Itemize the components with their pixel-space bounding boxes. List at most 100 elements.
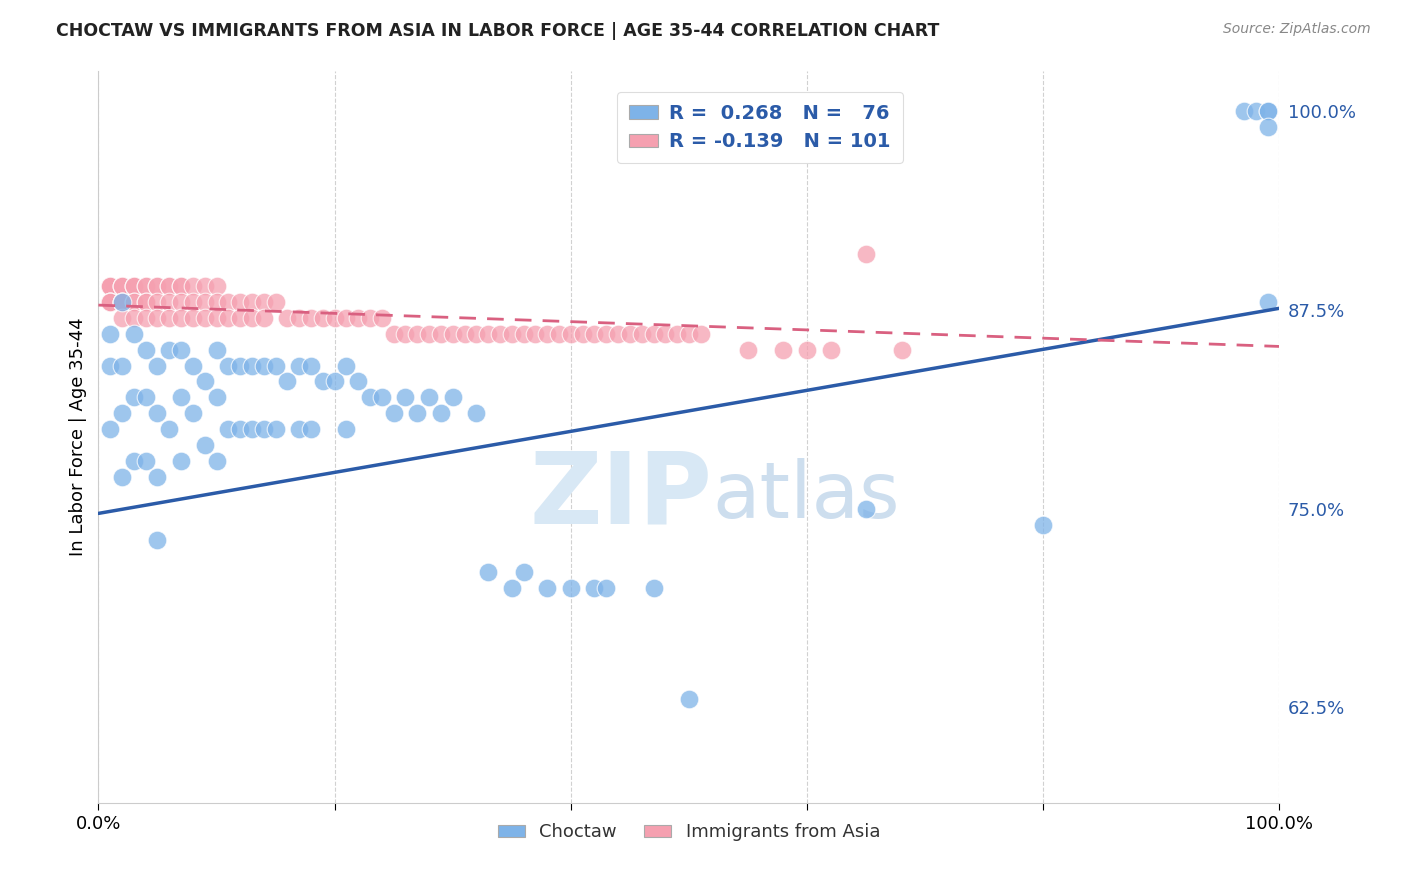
Point bbox=[607, 326, 630, 341]
Point bbox=[820, 343, 842, 357]
Point bbox=[1257, 104, 1279, 119]
Point bbox=[347, 375, 370, 389]
Point bbox=[146, 533, 169, 548]
Point bbox=[1233, 104, 1256, 119]
Point bbox=[855, 247, 877, 261]
Point bbox=[253, 422, 276, 436]
Point bbox=[98, 326, 121, 341]
Point bbox=[264, 294, 287, 309]
Point bbox=[441, 326, 464, 341]
Point bbox=[135, 454, 157, 468]
Point bbox=[288, 310, 311, 325]
Point bbox=[194, 294, 217, 309]
Point bbox=[418, 326, 440, 341]
Point bbox=[240, 422, 263, 436]
Point bbox=[571, 326, 593, 341]
Point bbox=[323, 310, 346, 325]
Point bbox=[122, 390, 145, 404]
Point bbox=[194, 438, 217, 452]
Point bbox=[299, 422, 322, 436]
Point bbox=[477, 566, 499, 580]
Point bbox=[288, 359, 311, 373]
Point bbox=[382, 406, 405, 420]
Point bbox=[1257, 104, 1279, 119]
Point bbox=[98, 279, 121, 293]
Point bbox=[111, 406, 134, 420]
Point bbox=[253, 310, 276, 325]
Point bbox=[170, 279, 193, 293]
Point bbox=[796, 343, 818, 357]
Point bbox=[135, 294, 157, 309]
Point bbox=[111, 294, 134, 309]
Point bbox=[536, 581, 558, 595]
Point bbox=[111, 359, 134, 373]
Point bbox=[170, 279, 193, 293]
Text: Source: ZipAtlas.com: Source: ZipAtlas.com bbox=[1223, 22, 1371, 37]
Point bbox=[111, 310, 134, 325]
Y-axis label: In Labor Force | Age 35-44: In Labor Force | Age 35-44 bbox=[69, 318, 87, 557]
Legend: Choctaw, Immigrants from Asia: Choctaw, Immigrants from Asia bbox=[491, 816, 887, 848]
Point bbox=[430, 326, 453, 341]
Point bbox=[146, 310, 169, 325]
Point bbox=[524, 326, 547, 341]
Point bbox=[111, 294, 134, 309]
Point bbox=[122, 279, 145, 293]
Point bbox=[157, 279, 180, 293]
Point bbox=[181, 359, 204, 373]
Point bbox=[205, 294, 228, 309]
Point bbox=[135, 310, 157, 325]
Point bbox=[170, 343, 193, 357]
Point bbox=[229, 359, 252, 373]
Point bbox=[619, 326, 641, 341]
Point bbox=[146, 359, 169, 373]
Point bbox=[394, 326, 416, 341]
Point bbox=[157, 279, 180, 293]
Point bbox=[335, 310, 357, 325]
Point bbox=[536, 326, 558, 341]
Point bbox=[489, 326, 512, 341]
Point bbox=[98, 294, 121, 309]
Point bbox=[122, 294, 145, 309]
Point bbox=[253, 359, 276, 373]
Point bbox=[240, 294, 263, 309]
Point bbox=[146, 406, 169, 420]
Point bbox=[643, 326, 665, 341]
Point bbox=[335, 359, 357, 373]
Point bbox=[406, 406, 429, 420]
Point bbox=[157, 343, 180, 357]
Point bbox=[217, 294, 239, 309]
Point bbox=[157, 422, 180, 436]
Point bbox=[229, 310, 252, 325]
Point bbox=[1257, 294, 1279, 309]
Point bbox=[512, 326, 534, 341]
Point bbox=[111, 294, 134, 309]
Point bbox=[157, 310, 180, 325]
Point bbox=[371, 310, 394, 325]
Point bbox=[1257, 120, 1279, 134]
Point bbox=[418, 390, 440, 404]
Point bbox=[465, 406, 488, 420]
Point bbox=[312, 375, 335, 389]
Point bbox=[229, 294, 252, 309]
Point bbox=[98, 422, 121, 436]
Point bbox=[98, 294, 121, 309]
Point bbox=[146, 294, 169, 309]
Point bbox=[264, 422, 287, 436]
Point bbox=[229, 422, 252, 436]
Point bbox=[666, 326, 689, 341]
Point bbox=[122, 279, 145, 293]
Point bbox=[855, 501, 877, 516]
Point bbox=[122, 310, 145, 325]
Point bbox=[264, 359, 287, 373]
Point bbox=[135, 279, 157, 293]
Point bbox=[146, 279, 169, 293]
Point bbox=[181, 310, 204, 325]
Point bbox=[347, 310, 370, 325]
Point bbox=[122, 454, 145, 468]
Point bbox=[501, 326, 523, 341]
Point bbox=[276, 375, 298, 389]
Point bbox=[583, 326, 606, 341]
Point bbox=[335, 422, 357, 436]
Point bbox=[253, 294, 276, 309]
Point bbox=[111, 279, 134, 293]
